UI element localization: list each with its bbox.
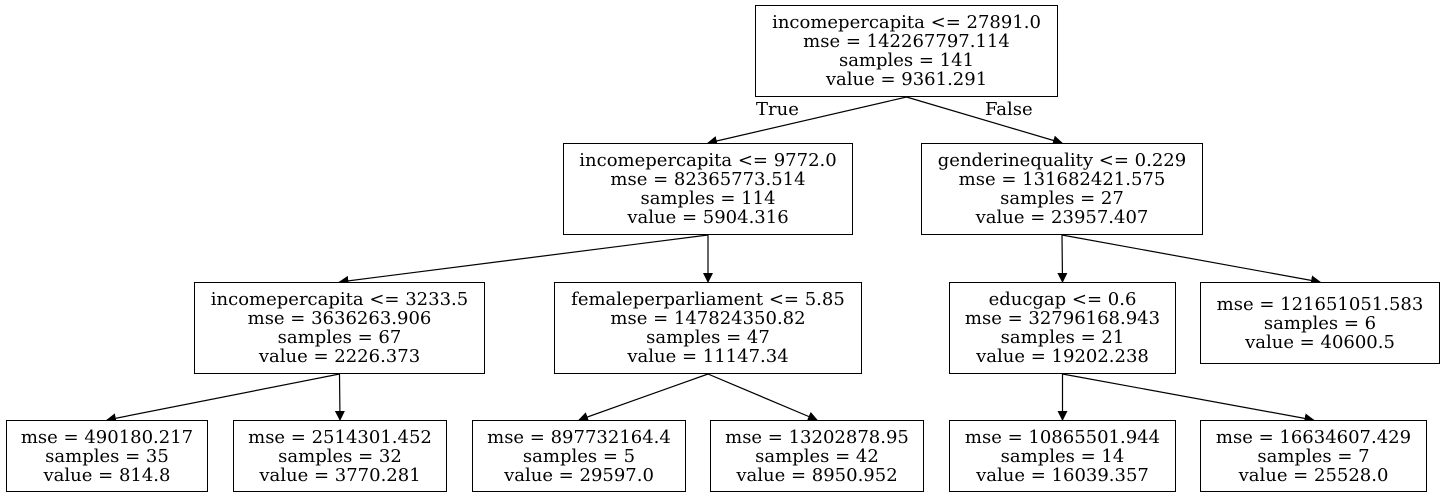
node-text-line: samples = 67 [277,327,402,348]
tree-node-n11: mse = 10865501.944 samples = 14 value = 16… [949,420,1176,492]
node-text-line: mse = 2514301.452 [248,426,432,448]
node-text-line: mse = 16634607.429 [1215,426,1412,448]
tree-node-n3: incomepercapita <= 3233.5 mse = 3636263.9… [194,282,485,374]
node-text-line: value = 9361.291 [825,69,988,90]
node-text-line: mse = 897732164.4 [487,426,671,448]
node-text-line: samples = 35 [45,445,169,467]
node-text-line: samples = 21 [1000,327,1125,348]
node-text-line: value = 3770.281 [259,464,421,486]
node-text-line: samples = 114 [640,188,776,209]
node-text-line: samples = 14 [1000,445,1125,467]
node-text-line: samples = 141 [838,50,975,71]
tree-node-n8: mse = 2514301.452 samples = 32 value = 377… [233,420,447,492]
node-text-line: incomepercapita <= 9772.0 [579,150,837,171]
edge-n2-n5 [1057,234,1068,283]
node-text-line: value = 29597.0 [504,464,654,486]
node-text-line: mse = 142267797.114 [803,31,1010,52]
node-text-line: value = 5904.316 [627,207,789,228]
tree-node-n7: mse = 490180.217 samples = 35 value = 814.… [6,420,208,492]
node-text-line: value = 25528.0 [1238,464,1389,486]
node-text-line: mse = 490180.217 [20,426,194,448]
node-text-line: mse = 131682421.575 [958,169,1166,190]
node-text-line: mse = 32796168.943 [964,308,1161,329]
node-text-line: genderinequality <= 0.229 [937,150,1187,171]
node-text-line: value = 814.8 [43,464,171,486]
node-text-line: value = 8950.952 [736,464,898,486]
node-text-line: mse = 10865501.944 [964,426,1161,448]
edge-n4-n10 [707,373,818,422]
node-text-line: samples = 27 [1000,188,1124,209]
node-text-line: samples = 5 [522,445,636,467]
edge-n4-n9 [578,373,709,422]
node-text-line: value = 19202.238 [976,346,1149,367]
tree-node-n10: mse = 13202878.95 samples = 42 value = 895… [710,420,924,492]
node-text-line: femaleperparliament <= 5.85 [571,289,845,310]
tree-node-n1: incomepercapita <= 9772.0 mse = 82365773.… [563,143,853,235]
node-text-line: mse = 147824350.82 [610,308,806,329]
node-text-line: value = 16039.357 [976,464,1149,486]
edge-n3-n8 [334,373,345,421]
tree-node-n5: educgap <= 0.6 mse = 32796168.943 samples … [949,282,1176,374]
tree-node-n6: mse = 121651051.583 samples = 6 value = 40… [1200,282,1440,364]
node-text-line: mse = 3636263.906 [247,308,432,329]
edge-n2-n6 [1061,234,1321,286]
node-text-line: incomepercapita <= 3233.5 [210,289,469,310]
node-text-line: samples = 7 [1257,445,1370,467]
node-text-line: value = 23957.407 [975,207,1149,228]
tree-node-n9: mse = 897732164.4 samples = 5 value = 2959… [472,420,686,492]
tree-node-n2: genderinequality <= 0.229 mse = 131682421… [921,143,1203,235]
tree-node-n12: mse = 16634607.429 samples = 7 value = 255… [1200,420,1427,492]
tree-node-n0: incomepercapita <= 27891.0 mse = 14226779… [755,5,1058,97]
node-text-line: mse = 82365773.514 [610,169,806,190]
edge-n0-n1 [707,96,907,146]
tree-node-n4: femaleperparliament <= 5.85 mse = 1478243… [554,282,862,374]
edge-n0-n2 [906,96,1063,146]
node-text-line: samples = 6 [1263,312,1377,334]
node-text-line: value = 2226.373 [258,346,421,367]
node-text-line: incomepercapita <= 27891.0 [772,12,1041,33]
node-text-line: mse = 121651051.583 [1216,293,1424,315]
edge-n5-n12 [1062,373,1315,424]
edge-label-true: True [756,99,799,120]
node-text-line: value = 11147.34 [627,346,789,367]
node-text-line: educgap <= 0.6 [988,289,1137,310]
edge-label-false: False [985,99,1033,120]
node-text-line: mse = 13202878.95 [725,426,909,448]
node-text-line: value = 40600.5 [1245,331,1395,353]
node-text-line: samples = 42 [755,445,879,467]
node-text-line: samples = 32 [278,445,402,467]
node-text-line: samples = 47 [646,327,770,348]
edge-n1-n3 [338,234,709,286]
edge-n3-n7 [106,373,340,424]
